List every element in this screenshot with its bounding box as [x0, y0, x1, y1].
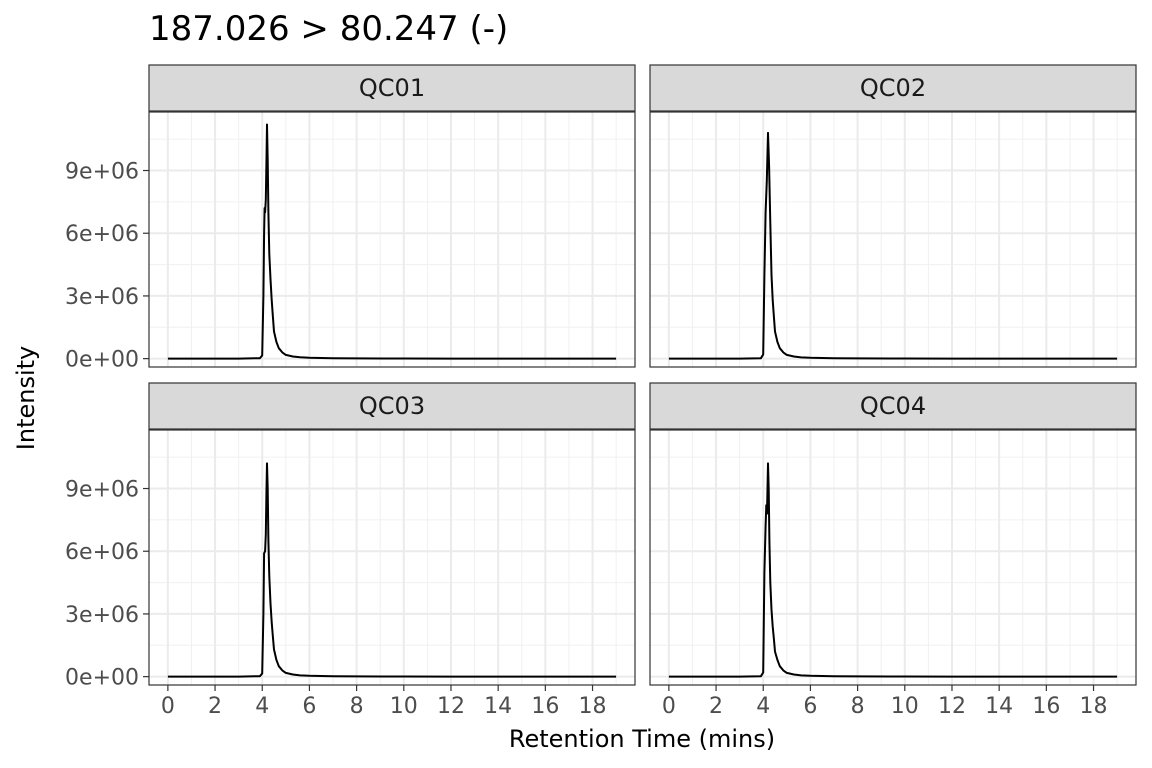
facet-strip-label: QC04 — [860, 392, 926, 420]
y-tick-label: 9e+06 — [65, 160, 139, 185]
panel-qc01: QC01 — [148, 64, 636, 368]
x-tick-label: 16 — [1032, 694, 1060, 719]
panel-background — [650, 112, 1136, 367]
y-tick-label: 6e+06 — [65, 540, 139, 565]
chromatogram-line — [167, 462, 617, 678]
panel-qc04: QC04 — [649, 382, 1137, 686]
x-tick-label: 12 — [437, 694, 465, 719]
facet-strip — [148, 382, 636, 430]
x-tick-label: 18 — [1080, 694, 1108, 719]
y-tick-label: 0e+00 — [65, 666, 139, 691]
y-tick-label: 3e+06 — [65, 603, 139, 628]
chromatogram-line — [167, 123, 617, 360]
chromatogram-line — [668, 131, 1118, 360]
facet-strip — [649, 382, 1137, 430]
x-tick-label: 6 — [803, 694, 817, 719]
x-tick-label: 14 — [484, 694, 512, 719]
facet-strip — [148, 64, 636, 112]
x-axis-ticks: 0 2 4 6 8 10 12 14 16 18 0 2 4 6 8 10 12 14 16 18 — [161, 685, 1108, 719]
x-tick-label: 8 — [350, 694, 364, 719]
x-tick-label: 10 — [891, 694, 919, 719]
y-tick-label: 9e+06 — [65, 478, 139, 503]
y-axis-title: Intensity — [12, 346, 40, 450]
panel-border — [649, 111, 1137, 368]
x-tick-label: 18 — [579, 694, 607, 719]
y-tick-label: 0e+00 — [65, 348, 139, 373]
panel-qc03: QC03 — [148, 382, 636, 686]
facet-strip-label: QC01 — [359, 74, 425, 102]
panel-border — [649, 429, 1137, 686]
y-axis-ticks: 0e+00 3e+06 6e+06 9e+06 0e+00 3e+06 6e+06 9e+06 — [65, 160, 149, 691]
panel-background — [149, 112, 635, 367]
chart-title: 187.026 > 80.247 (-) — [149, 9, 508, 49]
panel-border — [148, 429, 636, 686]
x-tick-label: 4 — [756, 694, 770, 719]
chromatogram-line — [668, 462, 1118, 678]
panel-border — [148, 111, 636, 368]
facet-strip-label: QC03 — [359, 392, 425, 420]
x-tick-label: 0 — [161, 694, 175, 719]
x-tick-label: 12 — [938, 694, 966, 719]
x-tick-label: 2 — [709, 694, 723, 719]
x-tick-label: 6 — [302, 694, 316, 719]
x-tick-label: 2 — [208, 694, 222, 719]
x-tick-label: 4 — [255, 694, 269, 719]
facet-strip — [649, 64, 1137, 112]
y-tick-label: 3e+06 — [65, 285, 139, 310]
x-tick-label: 0 — [662, 694, 676, 719]
panel-qc02: QC02 — [649, 64, 1137, 368]
x-tick-label: 14 — [985, 694, 1013, 719]
x-axis-title: Retention Time (mins) — [509, 725, 775, 753]
y-tick-label: 6e+06 — [65, 222, 139, 247]
x-tick-label: 8 — [851, 694, 865, 719]
x-tick-label: 10 — [390, 694, 418, 719]
panel-background — [149, 430, 635, 685]
x-tick-label: 16 — [531, 694, 559, 719]
facet-panels: QC01 QC02 QC03 QC04 — [148, 64, 1137, 686]
panel-background — [650, 430, 1136, 685]
facet-strip-label: QC02 — [860, 74, 926, 102]
